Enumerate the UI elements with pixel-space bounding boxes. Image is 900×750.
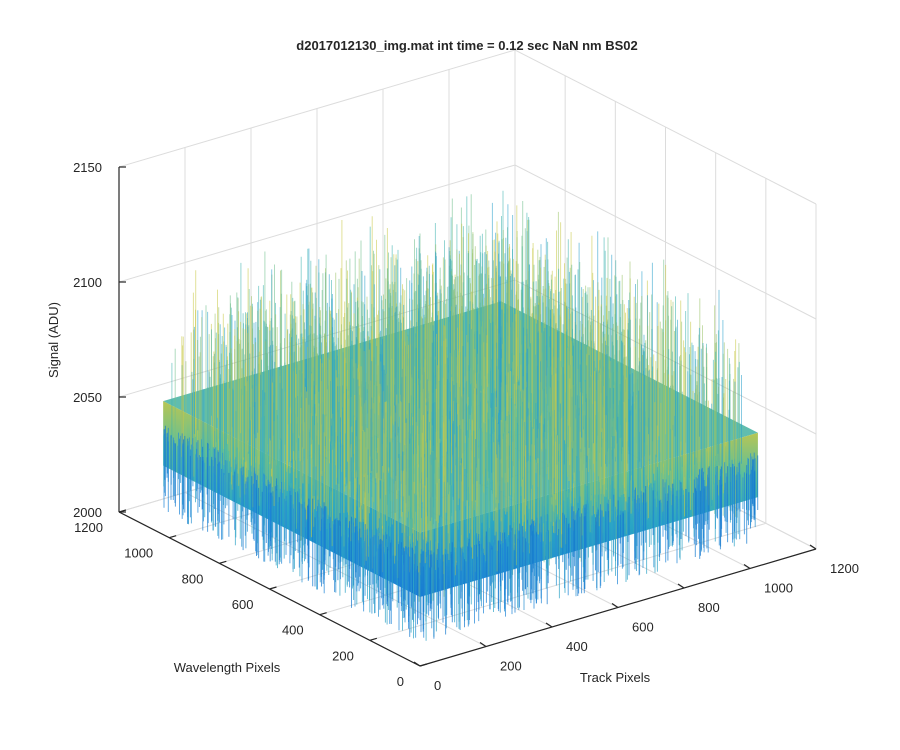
y-tick-mark xyxy=(419,663,428,667)
grid-line-y xyxy=(369,178,767,641)
y-tick-mark xyxy=(219,560,227,564)
y-tick-mark xyxy=(269,586,277,590)
y-tick-label: 1000 xyxy=(124,546,153,561)
y-tick-mark xyxy=(319,612,327,616)
z-axis-label: Signal (ADU) xyxy=(46,302,61,378)
y-tick-label: 400 xyxy=(282,623,304,638)
x-tick-mark xyxy=(677,583,685,589)
x-tick-label: 0 xyxy=(434,678,441,693)
y-tick-mark xyxy=(169,535,177,539)
x-tick-mark xyxy=(611,603,619,608)
chart-title: d2017012130_img.mat int time = 0.12 sec … xyxy=(296,38,637,53)
x-tick-mark xyxy=(809,544,817,550)
x-tick-label: 1200 xyxy=(830,561,859,576)
x-tick-mark xyxy=(479,642,487,647)
y-tick-label: 200 xyxy=(332,648,354,663)
y-tick-mark xyxy=(118,509,127,513)
y-tick-label: 800 xyxy=(182,571,204,586)
x-tick-label: 400 xyxy=(566,639,588,654)
x-tick-label: 600 xyxy=(632,620,654,635)
z-tick-label: 2150 xyxy=(73,160,102,175)
x-tick-mark xyxy=(413,661,421,667)
x-tick-label: 800 xyxy=(698,600,720,615)
y-axis-label: Wavelength Pixels xyxy=(174,660,281,675)
x-axis-label: Track Pixels xyxy=(580,670,651,685)
y-tick-label: 1200 xyxy=(74,520,103,535)
z-tick-label: 2000 xyxy=(73,505,102,520)
y-tick-label: 600 xyxy=(232,597,254,612)
z-tick-label: 2100 xyxy=(73,275,102,290)
y-tick-mark xyxy=(369,637,377,641)
x-tick-mark xyxy=(743,564,751,569)
x-tick-mark xyxy=(545,622,553,628)
axis-lines xyxy=(118,166,817,667)
surface-plot xyxy=(163,190,759,641)
x-tick-label: 200 xyxy=(500,659,522,674)
y-tick-label: 0 xyxy=(397,674,404,689)
x-tick-label: 1000 xyxy=(764,581,793,596)
z-tick-label: 2050 xyxy=(73,390,102,405)
grid-line-z xyxy=(118,49,817,205)
tick-labels: 2000 2050 2100 2150 0 200 400 600 800 1000 1200 0 20… xyxy=(73,160,859,693)
